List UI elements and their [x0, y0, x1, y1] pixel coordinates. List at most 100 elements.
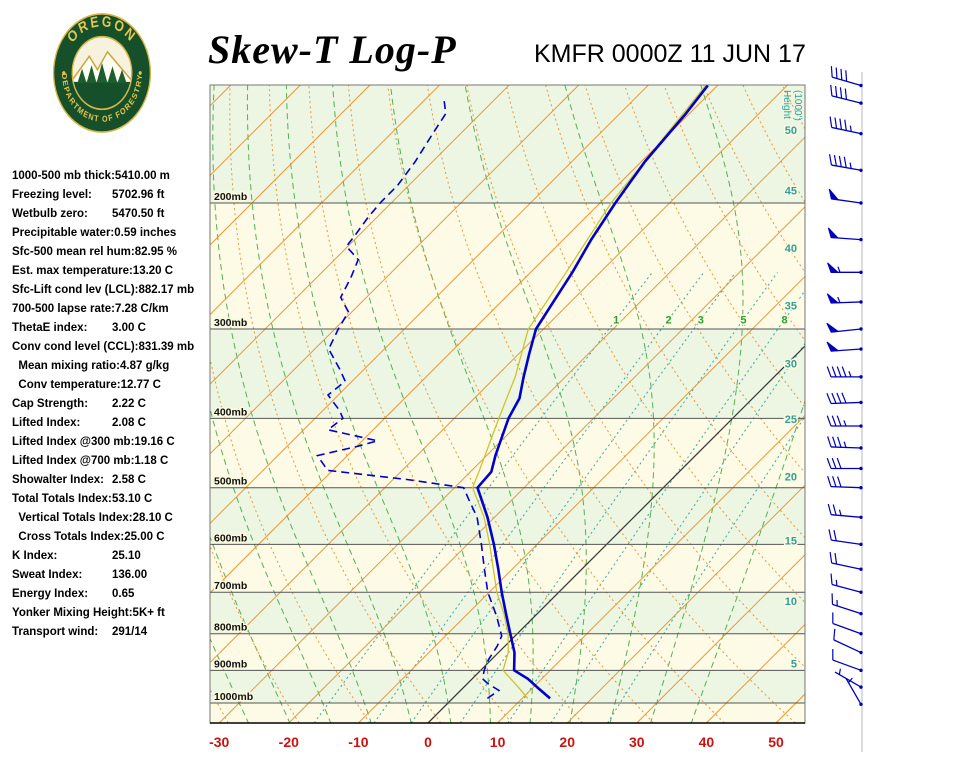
index-row: Total Totals Index: 53.10 C — [12, 489, 222, 508]
isotherms — [210, 85, 805, 723]
index-row: Cap Strength: 2.22 C — [12, 394, 222, 413]
index-row: Mean mixing ratio: 4.87 g/kg — [12, 356, 222, 375]
wind-barb — [830, 573, 863, 594]
wind-barb — [826, 457, 863, 471]
wind-barb — [827, 436, 863, 450]
index-row: Lifted Index @700 mb: 1.18 C — [12, 451, 222, 470]
pressure-labels: 200mb 300mb 400mb 500mb 600mb 700mb 800mb 900mb… — [213, 190, 255, 705]
index-row: Transport wind: 291/14 — [12, 622, 222, 641]
wind-barb — [827, 503, 863, 520]
page-title: Skew-T Log-P — [208, 27, 457, 72]
wind-barb — [826, 392, 863, 405]
svg-text:400mb: 400mb — [214, 406, 247, 418]
index-value: 28.10 C — [132, 511, 173, 524]
svg-text:20: 20 — [559, 734, 575, 750]
odf-logo: OREGON DEPARTMENT OF FORESTRY — [52, 12, 152, 134]
index-label: K Index: — [12, 549, 58, 562]
index-value: 831.39 mb — [138, 340, 195, 353]
svg-text:(1000'): (1000') — [792, 90, 803, 121]
index-label: Yonker Mixing Height: — [12, 606, 133, 619]
svg-text:-10: -10 — [348, 734, 368, 750]
wind-barb — [832, 649, 863, 673]
svg-text:8: 8 — [781, 315, 787, 327]
svg-text:1000mb: 1000mb — [214, 691, 253, 703]
svg-text:10: 10 — [490, 734, 506, 750]
dewpoint-trace — [316, 98, 503, 700]
index-value: 19.16 C — [134, 435, 175, 448]
index-label: Conv temperature: — [12, 378, 121, 391]
index-label: Lifted Index @300 mb: — [12, 435, 135, 448]
index-row: Wetbulb zero: 5470.50 ft — [12, 204, 222, 223]
index-value: 291/14 — [112, 625, 148, 638]
index-value: 5702.96 ft — [112, 188, 165, 201]
index-label: 700-500 lapse rate: — [12, 302, 115, 315]
index-value: 136.00 — [112, 568, 148, 581]
index-row: Yonker Mixing Height: 5K+ ft — [12, 603, 222, 622]
svg-text:30: 30 — [629, 734, 645, 750]
svg-text:-20: -20 — [279, 734, 299, 750]
height-axis-labels: 50 45 40 35 30 25 20 15 10 5 Height (1000') — [781, 90, 803, 672]
index-label: Total Totals Index: — [12, 492, 112, 505]
svg-text:700mb: 700mb — [214, 580, 247, 592]
index-label: Conv cond level (CCL): — [12, 340, 139, 353]
index-value: 53.10 C — [112, 492, 153, 505]
svg-text:45: 45 — [785, 185, 797, 197]
index-label: Sfc-500 mean rel hum: — [12, 245, 135, 258]
wind-barb — [826, 366, 863, 379]
index-value: 4.87 g/kg — [120, 359, 170, 372]
index-row: Freezing level: 5702.96 ft — [12, 185, 222, 204]
mixing-ratio-labels: 1 2 3 5 8 — [612, 313, 790, 328]
wind-barb — [828, 154, 863, 172]
svg-text:-30: -30 — [209, 734, 229, 750]
pressure-bands — [210, 85, 805, 723]
index-label: ThetaE index: — [12, 321, 88, 334]
svg-text:10: 10 — [785, 596, 797, 608]
wind-barb — [829, 551, 863, 571]
wind-barb — [828, 529, 863, 547]
index-value: 1.18 C — [134, 454, 169, 467]
index-value: 12.77 C — [120, 378, 161, 391]
index-label: Showalter Index: — [12, 473, 105, 486]
svg-text:800mb: 800mb — [214, 622, 247, 634]
temperature-axis-labels: -30 -20 -10 0 10 20 30 40 50 — [209, 734, 784, 750]
index-value: 2.22 C — [112, 397, 146, 410]
index-label: Precipitable water: — [12, 226, 115, 239]
index-value: 13.20 C — [132, 264, 174, 277]
index-row: Sfc-500 mean rel hum: 82.95 % — [12, 242, 222, 261]
svg-text:2: 2 — [665, 315, 671, 327]
temperature-trace — [476, 85, 709, 700]
index-label: Vertical Totals Index: — [12, 511, 133, 524]
svg-text:40: 40 — [785, 243, 797, 255]
index-row: Conv cond level (CCL): 831.39 mb — [12, 337, 222, 356]
svg-text:3: 3 — [698, 315, 704, 327]
svg-text:35: 35 — [785, 300, 797, 312]
wind-barb — [828, 188, 863, 205]
index-label: Lifted Index: — [12, 416, 81, 429]
index-label: Sweat Index: — [12, 568, 83, 581]
svg-text:5: 5 — [791, 658, 797, 670]
index-value: 7.28 C/km — [114, 302, 169, 315]
svg-text:15: 15 — [785, 536, 797, 548]
svg-text:25: 25 — [785, 414, 797, 426]
svg-text:Height: Height — [781, 90, 792, 119]
index-value: 5410.00 m — [114, 169, 170, 182]
wind-barb — [826, 322, 863, 333]
index-row: K Index: 25.10 — [12, 546, 222, 565]
index-label: Sfc-Lift cond lev (LCL): — [12, 283, 139, 296]
index-value: 5K+ ft — [132, 606, 165, 619]
wind-barb — [827, 475, 863, 490]
svg-text:50: 50 — [785, 125, 797, 137]
wind-barb — [845, 677, 863, 706]
index-label: Est. max temperature: — [12, 264, 133, 277]
wind-barb-column — [826, 66, 863, 752]
svg-text:1: 1 — [613, 315, 619, 327]
index-row: Cross Totals Index: 25.00 C — [12, 527, 222, 546]
wind-barb — [827, 262, 863, 275]
svg-text:30: 30 — [785, 358, 797, 370]
index-value: 0.59 inches — [114, 226, 177, 239]
index-value: 5470.50 ft — [112, 207, 165, 220]
svg-text:5: 5 — [740, 315, 746, 327]
wind-barb — [827, 227, 863, 242]
index-label: Freezing level: — [12, 188, 92, 201]
